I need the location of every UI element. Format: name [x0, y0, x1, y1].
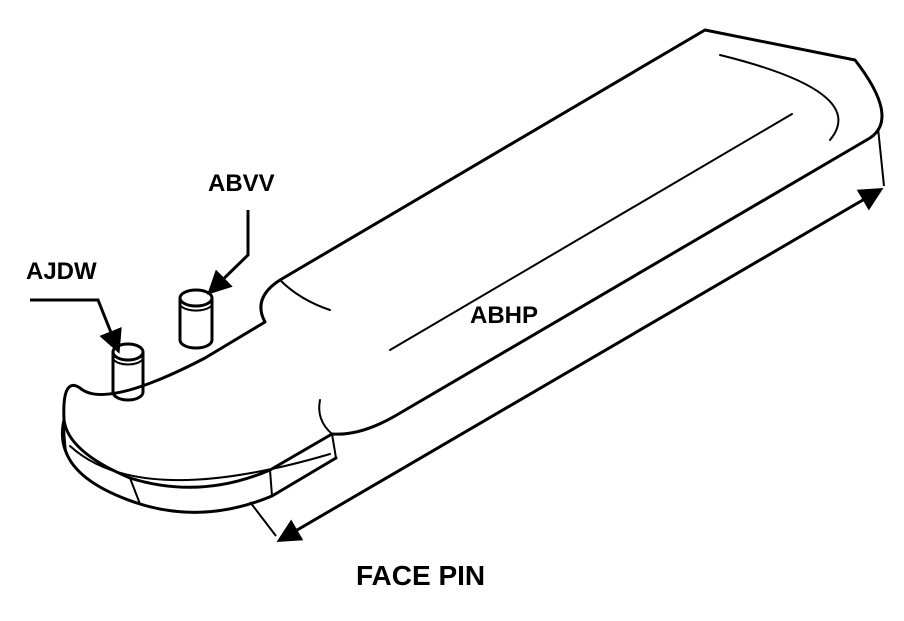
diagram-stage: ABVV AJDW ABHP FACE PIN: [0, 0, 904, 621]
label-abhp: ABHP: [470, 302, 538, 330]
label-abvv: ABVV: [208, 170, 275, 198]
label-ajdw: AJDW: [26, 258, 97, 286]
diagram-title: FACE PIN: [356, 560, 485, 592]
face-pin-drawing: [0, 0, 904, 621]
